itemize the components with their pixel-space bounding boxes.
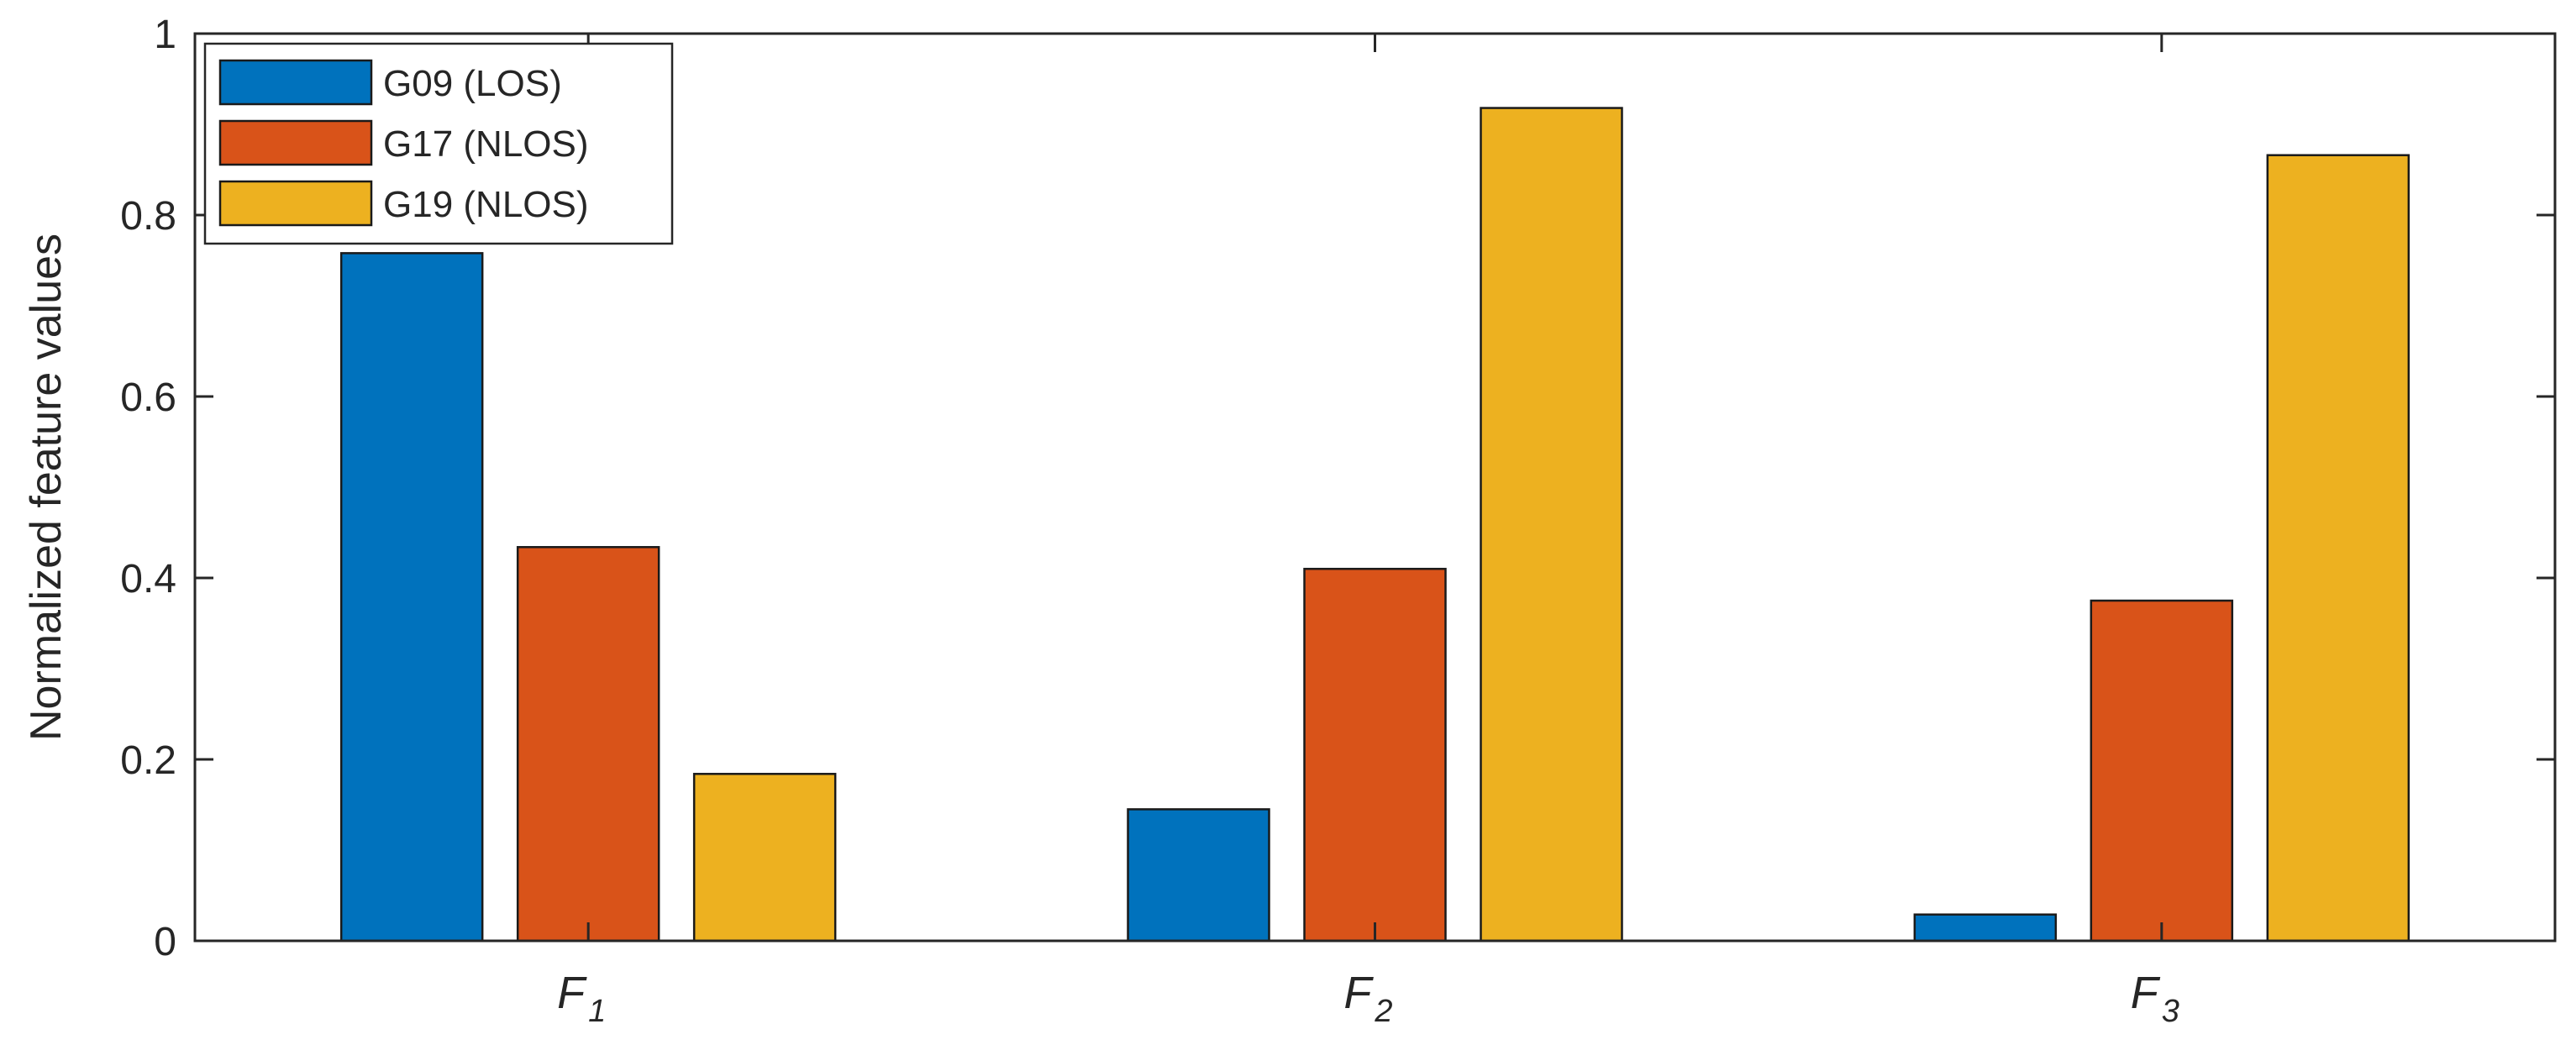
legend-label: G09 (LOS) xyxy=(383,63,562,104)
bar-g17-3 xyxy=(2090,599,2234,943)
y-axis-label: Normalized feature values xyxy=(22,234,71,741)
y-tick-label: 0.8 xyxy=(120,194,176,239)
bar-g17-1 xyxy=(516,546,660,943)
bar-g19-2 xyxy=(1480,107,1623,943)
bar-g09-2 xyxy=(1127,808,1270,943)
bar-g09-1 xyxy=(339,252,484,943)
legend-swatch xyxy=(218,119,373,166)
y-tick-label: 0.4 xyxy=(120,557,176,601)
legend-swatch xyxy=(218,59,373,106)
y-tick-label: 1 xyxy=(154,13,176,57)
y-tick-label: 0.6 xyxy=(120,375,176,420)
y-tick-label: 0 xyxy=(154,920,176,964)
bar-g19-1 xyxy=(692,773,837,943)
legend: G09 (LOS) G17 (NLOS) G19 (NLOS) xyxy=(203,42,674,245)
bar-g09-3 xyxy=(1913,913,2058,943)
bar-g19-3 xyxy=(2266,154,2410,943)
legend-label: G17 (NLOS) xyxy=(383,123,589,165)
bar-g17-2 xyxy=(1303,567,1447,943)
y-tick-label: 0.2 xyxy=(120,738,176,783)
legend-swatch xyxy=(218,180,373,227)
legend-label: G19 (NLOS) xyxy=(383,184,589,225)
bars-layer xyxy=(339,107,2410,943)
